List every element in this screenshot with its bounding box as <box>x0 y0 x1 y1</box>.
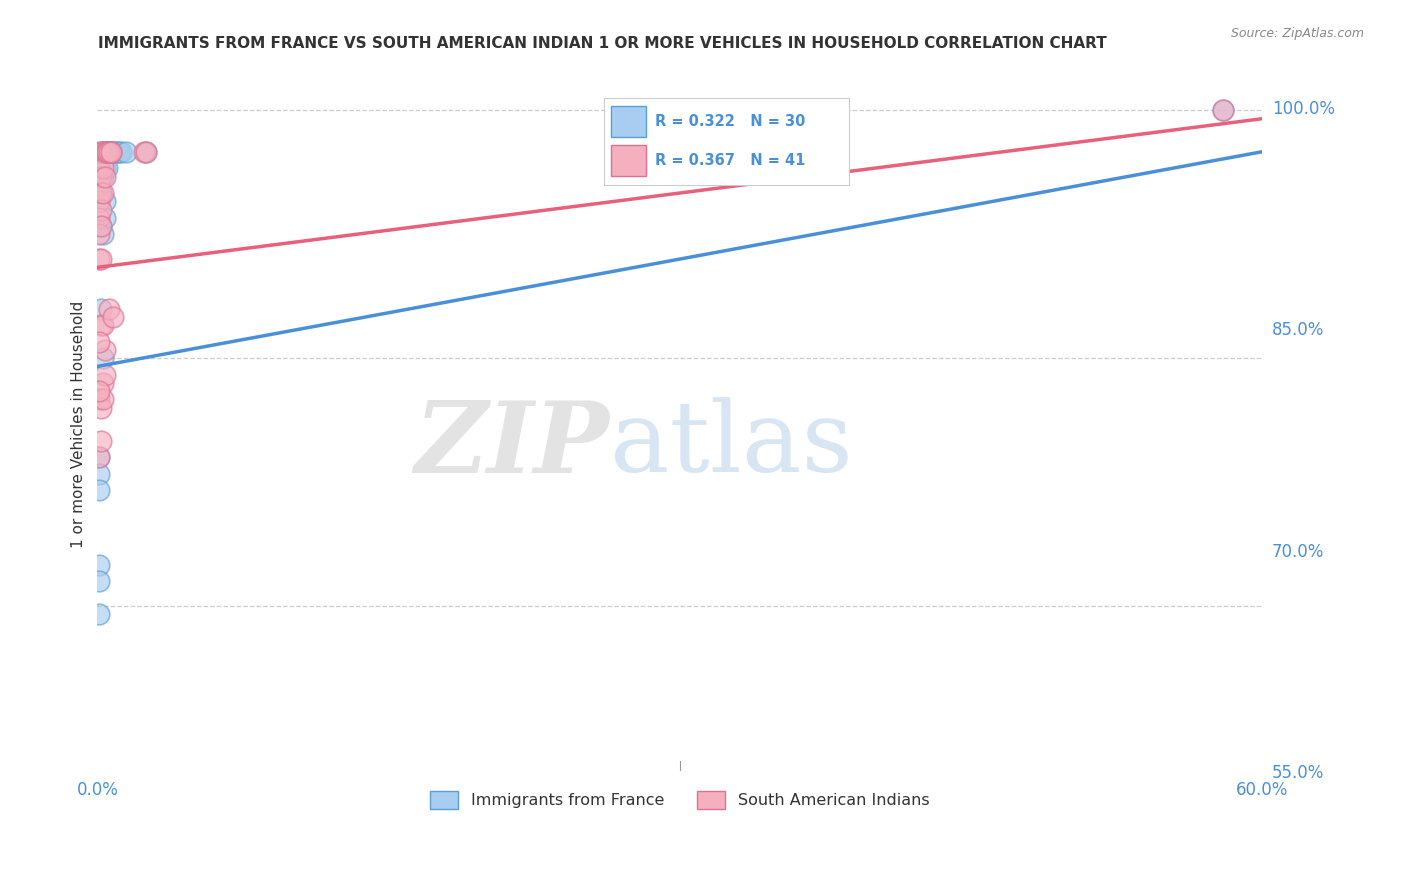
Point <box>89 384 111 399</box>
Point <box>100 145 122 159</box>
Point <box>91 376 114 390</box>
Point <box>91 186 114 200</box>
Point <box>98 145 121 159</box>
Point <box>89 161 111 176</box>
Point <box>90 219 112 233</box>
Point <box>89 334 111 349</box>
Y-axis label: 1 or more Vehicles in Household: 1 or more Vehicles in Household <box>72 301 86 548</box>
Point <box>100 145 122 159</box>
Point <box>104 145 127 159</box>
Point <box>89 558 111 572</box>
Point <box>90 186 112 200</box>
Point <box>91 169 114 184</box>
Point <box>89 450 111 465</box>
Text: Source: ZipAtlas.com: Source: ZipAtlas.com <box>1230 27 1364 40</box>
Point <box>1212 103 1234 118</box>
Point <box>94 145 117 159</box>
Point <box>89 450 111 465</box>
Point <box>132 145 155 159</box>
Point <box>89 467 111 481</box>
Point <box>94 145 117 159</box>
Point <box>110 145 132 159</box>
Point <box>96 145 118 159</box>
Point <box>98 145 121 159</box>
Point <box>101 310 124 324</box>
Point <box>100 145 122 159</box>
Point <box>107 145 129 159</box>
Point <box>1212 103 1234 118</box>
Point <box>89 392 111 407</box>
Point <box>90 145 112 159</box>
Point <box>90 169 112 184</box>
Point <box>96 161 118 176</box>
Point <box>105 145 128 159</box>
Point <box>90 186 112 200</box>
Point <box>90 219 112 233</box>
Point <box>94 161 117 176</box>
Text: ZIP: ZIP <box>415 397 610 493</box>
Point <box>94 368 117 382</box>
Point <box>91 145 114 159</box>
Point <box>89 153 111 167</box>
Point <box>115 145 138 159</box>
Point <box>90 202 112 217</box>
Point <box>94 169 117 184</box>
Point <box>90 301 112 316</box>
Point <box>91 161 114 176</box>
Point <box>94 194 117 209</box>
Point <box>89 145 111 159</box>
Text: IMMIGRANTS FROM FRANCE VS SOUTH AMERICAN INDIAN 1 OR MORE VEHICLES IN HOUSEHOLD : IMMIGRANTS FROM FRANCE VS SOUTH AMERICAN… <box>98 36 1107 51</box>
Point <box>89 607 111 622</box>
Point <box>100 145 122 159</box>
Legend: Immigrants from France, South American Indians: Immigrants from France, South American I… <box>423 785 936 815</box>
Point <box>89 194 111 209</box>
Point <box>91 145 114 159</box>
Point <box>94 211 117 225</box>
Point <box>91 351 114 366</box>
Point <box>90 401 112 415</box>
Point <box>89 211 111 225</box>
Point <box>91 318 114 333</box>
Point <box>89 227 111 242</box>
Point <box>89 574 111 588</box>
Point <box>91 392 114 407</box>
Point <box>96 145 118 159</box>
Point <box>91 227 114 242</box>
Point <box>135 145 157 159</box>
Point <box>135 145 157 159</box>
Point <box>98 301 121 316</box>
Point <box>89 178 111 192</box>
Point <box>90 318 112 333</box>
Point <box>90 434 112 448</box>
Point <box>101 145 124 159</box>
Point <box>90 252 112 266</box>
Point <box>89 483 111 498</box>
Point <box>94 343 117 357</box>
Text: atlas: atlas <box>610 397 852 493</box>
Point <box>98 145 121 159</box>
Point <box>96 145 118 159</box>
Point <box>89 169 111 184</box>
Point <box>89 252 111 266</box>
